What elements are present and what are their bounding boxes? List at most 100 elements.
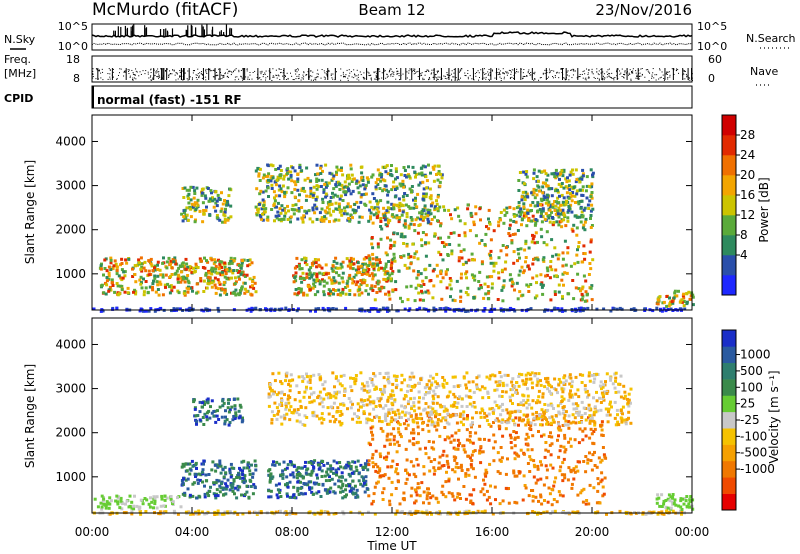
velocity-cell xyxy=(416,440,420,444)
power-cell xyxy=(169,262,172,266)
velocity-cell xyxy=(499,446,503,449)
power-cell xyxy=(252,286,256,290)
freq-point xyxy=(128,73,130,75)
power-cell xyxy=(543,217,547,221)
power-cell xyxy=(565,200,568,204)
freq-point xyxy=(572,68,574,70)
freq-point xyxy=(551,69,553,71)
power-cell xyxy=(436,172,440,176)
velocity-cell xyxy=(432,472,436,476)
velocity-cell xyxy=(656,512,660,516)
velocity-cell xyxy=(288,495,292,499)
power-cell xyxy=(240,271,244,275)
power-cell xyxy=(407,205,411,209)
velocity-cell xyxy=(339,486,343,490)
power-cell xyxy=(537,185,541,189)
velocity-cell xyxy=(510,446,514,450)
power-cell xyxy=(521,271,525,275)
power-cell xyxy=(187,201,191,205)
power-cell xyxy=(420,244,424,248)
power-cell xyxy=(187,285,190,289)
velocity-cell xyxy=(201,468,205,472)
power-cell xyxy=(449,279,453,283)
power-cell xyxy=(570,194,574,198)
power-cell xyxy=(419,272,423,276)
power-cell xyxy=(186,194,190,198)
power-cell xyxy=(183,208,187,212)
velocity-cell xyxy=(585,499,589,502)
velocity-cell xyxy=(553,480,557,484)
power-cell xyxy=(352,262,356,266)
power-cell xyxy=(651,309,655,313)
velocity-cell xyxy=(484,471,488,475)
freq-point xyxy=(116,78,118,80)
freq-point xyxy=(107,78,109,80)
power-cell xyxy=(367,219,371,223)
power-cell xyxy=(200,187,204,191)
power-cell xyxy=(524,214,528,218)
freq-point xyxy=(515,72,517,74)
power-cell xyxy=(362,257,366,261)
power-cell xyxy=(380,227,384,231)
power-cell xyxy=(419,215,423,219)
velocity-cell xyxy=(288,460,292,464)
power-cell xyxy=(550,268,554,272)
power-cell xyxy=(512,261,516,265)
power-cell xyxy=(478,207,482,211)
velocity-cell xyxy=(249,479,253,483)
velocity-cell xyxy=(432,466,436,470)
power-cell xyxy=(111,267,115,271)
freq-point xyxy=(349,72,351,74)
velocity-cell xyxy=(242,459,246,463)
power-cell xyxy=(512,213,516,216)
freq-point xyxy=(168,75,170,77)
velocity-cell xyxy=(584,434,588,438)
power-cell xyxy=(311,208,315,212)
power-cell xyxy=(207,199,211,203)
power-cell xyxy=(501,299,505,303)
power-cell xyxy=(499,249,503,253)
power-cell xyxy=(487,227,491,231)
power-cell xyxy=(566,210,570,214)
freq-point xyxy=(444,77,446,79)
power-cell xyxy=(216,287,220,291)
freq-point xyxy=(666,71,668,73)
velocity-cell xyxy=(150,500,154,504)
power-cell xyxy=(180,212,184,216)
power-cell xyxy=(382,286,386,290)
power-cell xyxy=(146,291,150,295)
power-cell xyxy=(156,263,159,267)
freq-point xyxy=(623,77,625,79)
power-cell xyxy=(278,176,282,180)
power-cell xyxy=(409,284,413,288)
power-cell xyxy=(338,188,342,191)
power-cell xyxy=(348,259,352,263)
velocity-cell xyxy=(393,442,397,446)
power-cell xyxy=(166,282,170,286)
power-cell xyxy=(215,214,219,217)
freq-point xyxy=(271,79,273,81)
power-cell xyxy=(151,285,154,289)
velocity-cell xyxy=(412,472,416,476)
power-cell xyxy=(330,178,334,182)
power-cell xyxy=(198,257,202,261)
velocity-cell xyxy=(455,462,459,465)
freq-point xyxy=(270,72,272,74)
power-cell xyxy=(212,267,216,271)
power-cell xyxy=(187,192,191,196)
power-cell xyxy=(221,220,224,224)
power-cell xyxy=(546,203,550,207)
power-cell xyxy=(379,175,383,179)
power-cell xyxy=(361,263,365,266)
freq-point xyxy=(598,74,600,76)
power-cell xyxy=(149,273,153,276)
power-cell xyxy=(348,273,352,277)
power-cell xyxy=(424,241,427,245)
velocity-cell xyxy=(326,467,330,471)
power-cell xyxy=(206,187,210,190)
power-cell xyxy=(539,282,543,286)
freq-point xyxy=(275,69,277,71)
power-cell xyxy=(272,190,276,194)
freq-point xyxy=(619,73,621,75)
power-cell xyxy=(317,263,321,267)
